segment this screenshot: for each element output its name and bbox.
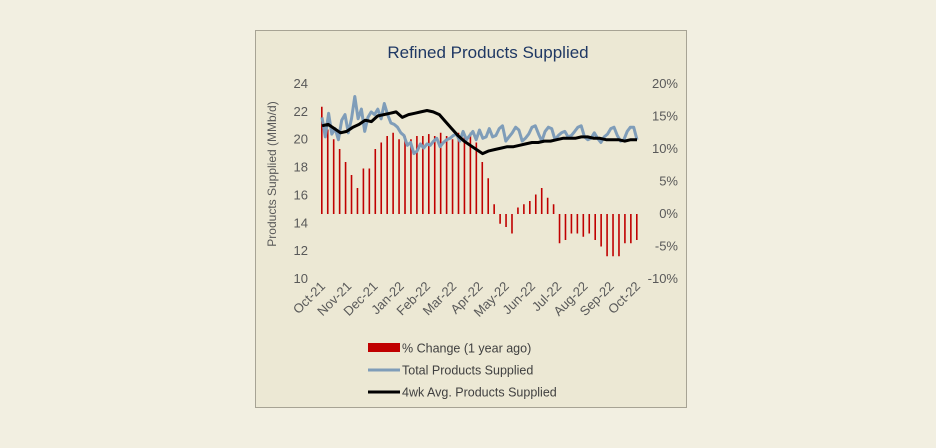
change-bar (558, 214, 561, 244)
change-bar (534, 194, 537, 214)
y-tick-label: 24 (294, 76, 308, 91)
change-bar (451, 139, 454, 214)
change-bar (404, 136, 406, 214)
y-tick-label: 10 (294, 271, 308, 286)
change-bar (475, 142, 478, 214)
legend-label: Total Products Supplied (402, 364, 533, 378)
y-tick-label: 20 (294, 132, 308, 147)
change-bar (517, 207, 519, 214)
change-bar (499, 214, 501, 224)
change-bar (344, 162, 347, 214)
change-bar (368, 168, 371, 214)
change-bar (392, 132, 394, 214)
change-bar (630, 214, 632, 244)
change-bar (606, 214, 608, 257)
change-bar (380, 142, 383, 214)
legend-label: 4wk Avg. Products Supplied (402, 386, 557, 400)
y-axis-label: Products Supplied (MMb/d) (265, 101, 279, 246)
change-bar (487, 178, 490, 214)
change-bar (338, 149, 341, 214)
change-bar (546, 197, 549, 214)
legend-swatch-bars (368, 343, 400, 352)
change-bar (588, 214, 591, 234)
change-bar (332, 139, 335, 214)
change-bar (410, 139, 412, 214)
y2-tick-label: 0% (659, 206, 678, 221)
change-bar (321, 106, 323, 214)
change-bar (469, 132, 472, 214)
change-bar (427, 134, 430, 214)
y-axis-ticks: 24 22 20 18 16 14 12 10 (294, 76, 308, 286)
change-bar (576, 214, 579, 234)
change-bar (326, 129, 329, 214)
y2-tick-label: 20% (652, 76, 678, 91)
chart-svg: Refined Products Supplied Products Suppl… (265, 43, 679, 400)
change-bar (350, 175, 353, 214)
change-bar (529, 201, 531, 214)
y2-tick-label: 15% (652, 109, 678, 124)
change-bar (612, 214, 614, 257)
change-bar (540, 188, 543, 214)
chart-title: Refined Products Supplied (387, 43, 588, 62)
change-bar (374, 149, 377, 214)
chart-panel: Refined Products Supplied Products Suppl… (255, 30, 687, 408)
change-bar (463, 136, 466, 214)
change-bar (624, 214, 626, 244)
y2-tick-label: 10% (652, 141, 678, 156)
change-bar (523, 204, 525, 214)
bar-series (321, 106, 638, 257)
change-bar (386, 136, 388, 214)
y2-axis-ticks: 20% 15% 10% 5% 0% -5% -10% (648, 76, 679, 286)
change-bar (356, 188, 359, 214)
total-products-line (320, 95, 639, 156)
change-bar (552, 204, 555, 214)
y-tick-label: 16 (294, 187, 308, 202)
change-bar (582, 214, 585, 237)
y-tick-label: 22 (294, 104, 308, 119)
change-bar (439, 132, 442, 214)
change-bar (422, 136, 424, 214)
x-axis-ticks: Oct-21Nov-21Dec-21Jan-22Feb-22Mar-22Apr-… (290, 279, 643, 320)
change-bar (481, 162, 484, 214)
legend-label: % Change (1 year ago) (402, 342, 531, 356)
change-bar (564, 214, 567, 240)
y-tick-label: 14 (294, 215, 308, 230)
change-bar (457, 132, 460, 214)
y2-tick-label: -10% (648, 271, 679, 286)
change-bar (636, 214, 638, 240)
change-bar (618, 214, 620, 257)
change-bar (600, 214, 602, 247)
y-tick-label: 18 (294, 160, 308, 175)
y2-tick-label: -5% (655, 239, 679, 254)
change-bar (511, 214, 513, 234)
change-bar (594, 214, 596, 240)
y-tick-label: 12 (294, 243, 308, 258)
change-bar (505, 214, 507, 227)
avg-products-line (321, 109, 637, 156)
change-bar (362, 168, 365, 214)
change-bar (493, 204, 495, 214)
y2-tick-label: 5% (659, 174, 678, 189)
change-bar (570, 214, 573, 234)
legend: % Change (1 year ago) Total Products Supp… (368, 342, 557, 400)
change-bar (398, 139, 400, 214)
change-bar (416, 136, 418, 214)
change-bar (445, 136, 448, 214)
change-bar (433, 136, 436, 214)
